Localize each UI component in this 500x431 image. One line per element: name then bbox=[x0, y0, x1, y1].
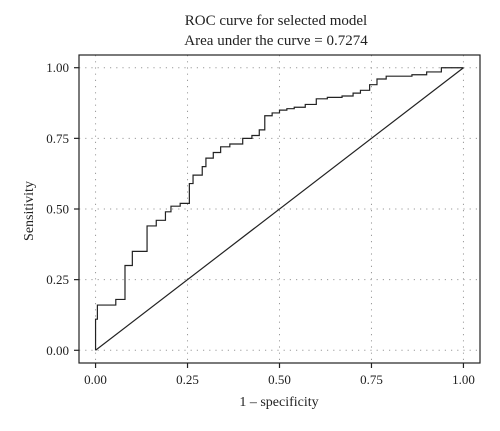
x-tick-label: 1.00 bbox=[452, 372, 475, 387]
reference-diagonal-line bbox=[95, 67, 464, 351]
y-axis-label: Sensitivity bbox=[22, 181, 37, 241]
y-tick-label: 0.75 bbox=[46, 131, 69, 146]
chart-subtitle: Area under the curve = 0.7274 bbox=[184, 33, 368, 49]
x-tick-label: 0.00 bbox=[84, 372, 107, 387]
y-tick-label: 0.25 bbox=[46, 272, 69, 287]
x-tick-label: 0.50 bbox=[268, 372, 291, 387]
x-axis-label: 1 – specificity bbox=[239, 395, 318, 410]
y-tick-label: 1.00 bbox=[46, 60, 69, 75]
x-tick-label: 0.25 bbox=[176, 372, 199, 387]
chart-title: ROC curve for selected model bbox=[185, 13, 367, 29]
axis-ticks: 0.00 0.25 0.50 0.75 1.00 0.00 0.25 0.50 0.75 1.00 bbox=[46, 60, 475, 387]
y-tick-label: 0.50 bbox=[46, 202, 69, 217]
y-tick-label: 0.00 bbox=[46, 343, 69, 358]
x-tick-label: 0.75 bbox=[360, 372, 383, 387]
roc-series-line bbox=[94, 67, 464, 351]
